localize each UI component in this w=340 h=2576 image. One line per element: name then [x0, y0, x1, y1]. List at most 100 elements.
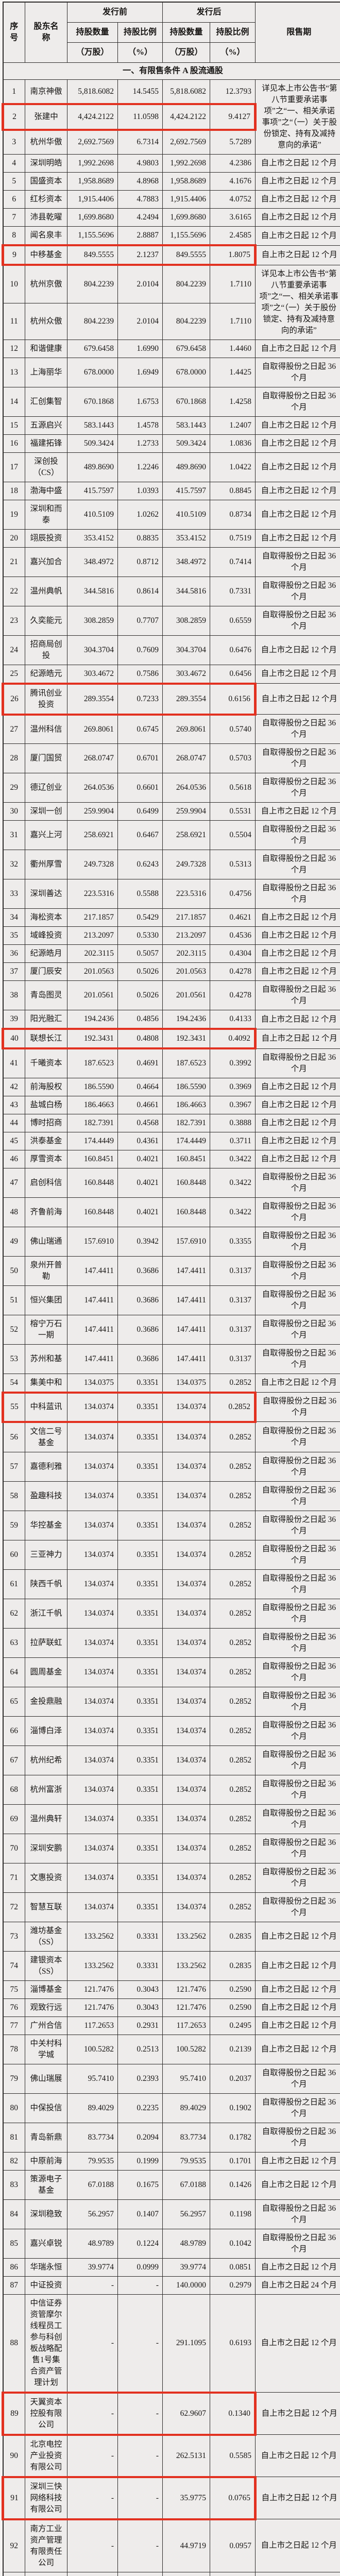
shareholder-name-cell: 纪源皓月	[25, 944, 67, 963]
post-pct-cell: 0.5740	[210, 714, 256, 744]
pre-pct-cell: 0.8835	[117, 529, 163, 548]
post-qty-cell: 262.5131	[162, 2434, 211, 2477]
lockup-cell: 自取得股份之日起 36 个月	[255, 605, 340, 636]
lockup-cell: 自上市之日起 12 个月	[255, 2477, 340, 2519]
shareholder-name-cell: 中关村科学城	[25, 2034, 67, 2064]
pre-pct-cell: 0.3351	[117, 1745, 163, 1775]
row-no-cell: 54	[3, 1373, 25, 1393]
row-no-cell: 84	[3, 2199, 25, 2229]
post-qty-cell: 1,915.4406	[162, 190, 211, 209]
pre-qty-cell: 67.0188	[67, 2170, 118, 2200]
row-no-cell: 61	[3, 1569, 25, 1599]
pre-pct-cell: 1.4578	[117, 416, 163, 435]
table-row: 50 泉州开普勒 147.4411 0.3686 147.4411 0.3137 自取得股份…	[3, 1256, 340, 1286]
row-no-cell: 58	[3, 1481, 25, 1511]
post-pct-cell: 0.2852	[210, 1686, 256, 1717]
pre-pct-cell: 0.7233	[117, 682, 163, 716]
pre-pct-cell: 0.4664	[117, 1077, 163, 1096]
shareholder-name-cell: 深圳善达	[25, 879, 67, 909]
post-qty-cell: 804.2239	[162, 302, 211, 340]
post-pct-cell: 0.7331	[210, 576, 256, 606]
pre-pct-cell: 0.4021	[117, 1197, 163, 1227]
pre-qty-cell: 147.4411	[67, 1314, 118, 1345]
shareholder-name-cell: 招商局创投	[25, 635, 67, 665]
post-qty-cell: 259.9904	[162, 802, 211, 821]
shareholder-name-cell: 温州典轩	[25, 1804, 67, 1834]
pre-qty-cell: 134.0374	[67, 1833, 118, 1863]
pre-pct-cell: 0.7586	[117, 664, 163, 684]
post-qty-cell: 134.0374	[162, 1481, 211, 1511]
lockup-cell: 自取得股份之日起 36 个月	[255, 1421, 340, 1452]
table-row: 28 厦门国贸 268.0747 0.6701 268.0747 0.5703 自取得股份之…	[3, 743, 340, 773]
lockup-cell: 自上市之日起 12 个月	[255, 1077, 340, 1096]
post-pct-cell: 0.2139	[210, 2034, 256, 2064]
pre-pct-cell: 0.3351	[117, 1716, 163, 1746]
shareholder-name-cell: 齐鲁前海	[25, 1197, 67, 1227]
row-no-cell: 19	[3, 499, 25, 530]
table-row: 41 千曦资本 187.6523 0.4691 187.6523 0.3992 自取得股份之…	[3, 1048, 340, 1078]
table-row: 37 厦门辰安 201.0563 0.5026 201.0563 0.4278 自上市之日起…	[3, 962, 340, 981]
shareholder-name-cell: 观致行远	[25, 1998, 67, 2017]
shareholder-name-cell: 腾讯创业投资	[25, 682, 67, 716]
post-qty-cell: 186.5590	[162, 1077, 211, 1096]
shareholder-name-cell: 翊辰投资	[25, 529, 67, 548]
post-qty-cell: 258.6921	[162, 820, 211, 850]
lockup-cell: 详见本上市公告书“第八节重要承诺事项”之“一、相关承诺事项”之“（一）关于股份锁…	[255, 264, 340, 340]
table-row: 75 淄博基金 121.7476 0.3043 121.7476 0.2590 自上市之日起…	[3, 1980, 340, 1999]
post-pct-cell: 0.1198	[210, 2199, 256, 2229]
row-no-cell: 62	[3, 1598, 25, 1629]
table-row: 70 深圳安鹏 134.0374 0.3351 134.0374 0.2852 自取得股份之…	[3, 1833, 340, 1863]
lockup-cell: 自取得股份之日起 36 个月	[255, 2122, 340, 2153]
row-no-cell: 80	[3, 2093, 25, 2123]
pre-pct-cell: 0.5330	[117, 926, 163, 945]
table-row: 73 潍坊基金（SS） 133.2562 0.3331 133.2562 0.2835 自上…	[3, 1921, 340, 1952]
pre-qty-cell: 415.7597	[67, 481, 118, 500]
header-row-measures: 持股数量 持股比例 持股数量 持股比例	[3, 22, 340, 43]
row-no-cell: 50	[3, 1256, 25, 1286]
lockup-cell: 自取得股份之日起 36 个月	[255, 1716, 340, 1746]
pre-pct-cell: 0.1675	[117, 2170, 163, 2200]
table-row: 47 启创科信 160.8448 0.4021 160.8448 0.3422 自取得股份之…	[3, 1167, 340, 1198]
row-no-cell: 74	[3, 1951, 25, 1981]
table-row: 4 深圳明皓 1,992.2698 4.9803 1,992.2698 4.2386 自上市…	[3, 154, 340, 173]
header-post-pct-unit: （%）	[210, 42, 256, 63]
table-row: 38 青岛图灵 201.0561 0.5026 201.0561 0.4278 自取得股份之…	[3, 980, 340, 1010]
post-qty-cell: 1,699.8680	[162, 208, 211, 227]
shareholder-name-cell: 潍坊基金（SS）	[25, 1921, 67, 1952]
post-qty-cell: 269.8061	[162, 714, 211, 744]
pre-qty-cell: 194.2436	[67, 1010, 118, 1029]
post-pct-cell: 0.2852	[210, 1716, 256, 1746]
table-row: 83 策源电子基金 67.0188 0.1675 67.0188 0.1426 自上市之日起…	[3, 2170, 340, 2200]
post-qty-cell: 134.0374	[162, 1862, 211, 1893]
shareholder-name-cell: 无锡市惠山国有投资控股集团有限公司	[25, 2571, 67, 2576]
table-row: 39 阳光融汇 194.2436 0.4856 194.2436 0.4133 自上市之日起…	[3, 1010, 340, 1029]
pre-qty-cell: 134.0374	[67, 1598, 118, 1629]
lockup-cell: 自上市之日起 12 个月	[255, 245, 340, 265]
shareholder-name-cell: 浙江千帆	[25, 1598, 67, 1629]
post-qty-cell: 289.3554	[162, 682, 211, 716]
table-row: 76 观致行远 121.7476 0.3043 121.7476 0.2590 自上市之日起…	[3, 1998, 340, 2017]
header-lockup: 限售期	[255, 2, 340, 63]
table-row: 36 纪源皓月 202.3115 0.5057 202.3115 0.4304 自上市之日起…	[3, 944, 340, 963]
pre-qty-cell: 259.9904	[67, 802, 118, 821]
shareholder-name-cell: 杭州华傲	[25, 129, 67, 155]
pre-qty-cell: 289.3554	[67, 682, 118, 716]
post-pct-cell: 0.3422	[210, 1197, 256, 1227]
table-row: 30 深圳一创 259.9904 0.6499 259.9904 0.5531 自上市之日起…	[3, 802, 340, 821]
table-row: 14 汇创集智 670.1868 1.6753 670.1868 1.4258 自取得股份之…	[3, 386, 340, 417]
lockup-cell: 自上市之日起 12 个月	[255, 499, 340, 530]
pre-pct-cell: -	[117, 2391, 163, 2436]
pre-qty-cell: 117.2653	[67, 2016, 118, 2035]
table-row: 78 中关村科学城 100.5282 0.2513 100.5282 0.2139 自上市之…	[3, 2034, 340, 2064]
lockup-cell: 自上市之日起 12 个月	[255, 1113, 340, 1132]
post-pct-cell: 0.1902	[210, 2093, 256, 2123]
post-qty-cell: 134.0374	[162, 1451, 211, 1482]
row-no-cell: 63	[3, 1628, 25, 1658]
post-pct-cell: 0.6559	[210, 605, 256, 636]
table-row: 92 南方工业资产管理有限责任公司 - -44.9719 0.0957 自上市之日起 12…	[3, 2519, 340, 2572]
header-pre-pct-unit: （%）	[117, 42, 163, 63]
row-no-cell: 91	[2, 2476, 25, 2520]
table-row: 18 渤海中盛 415.7597 1.0393 415.7597 0.8845 自上市之日起…	[3, 481, 340, 500]
table-row: 72 智慧互联 134.0374 0.3351 134.0374 0.2852 自取得股份之…	[3, 1892, 340, 1922]
lockup-cell: 自上市之日起 12 个月	[255, 2034, 340, 2064]
